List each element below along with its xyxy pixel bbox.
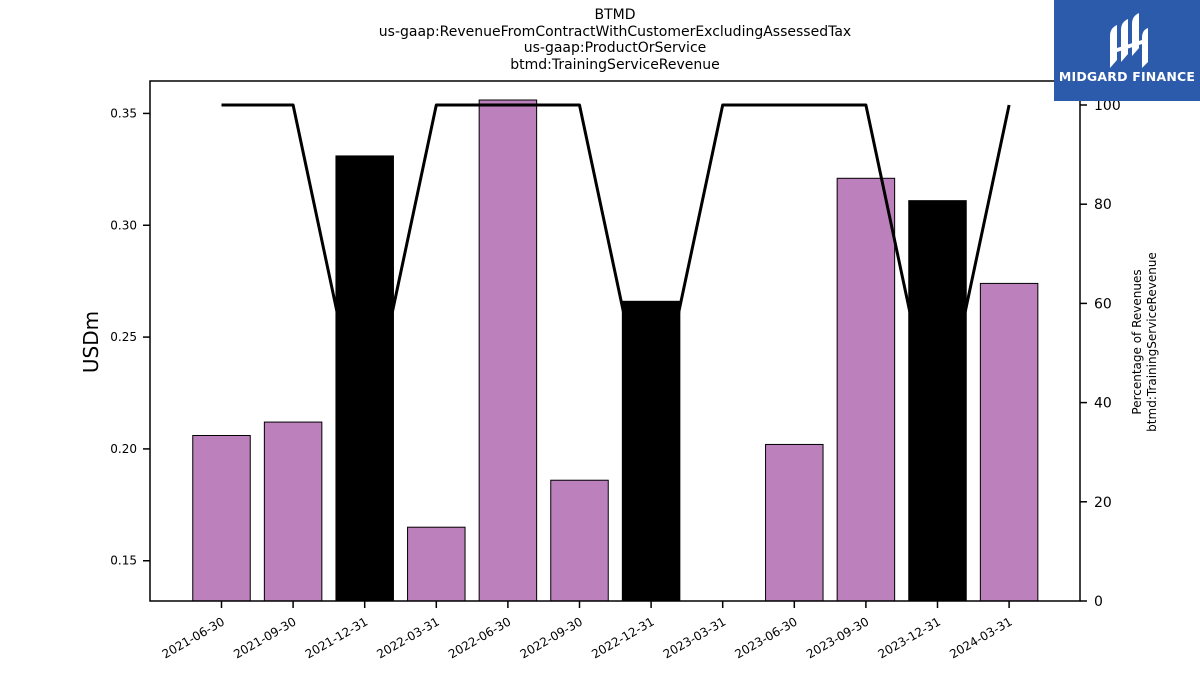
y-tick-label: 0.20 — [110, 442, 137, 456]
y2-tick-label: 20 — [1094, 495, 1112, 511]
bar-2021-09-30 — [263, 421, 323, 602]
x-tick-label: 2023-09-30 — [804, 614, 871, 661]
y-tick-label: 0.15 — [110, 554, 137, 568]
x-ticks-group: 2021-06-30 2021-09-30 2021-12-31 2022-03-31… — [160, 601, 1015, 661]
x-tick-label: 2022-09-30 — [518, 614, 585, 661]
y-tick-label: 0.35 — [110, 106, 137, 120]
y2-ticks-group: 0 20 40 60 80 100 — [1080, 98, 1121, 610]
percentage-line-group — [221, 103, 1011, 444]
logo-text: MIDGARD FINANCE — [1058, 69, 1196, 84]
bar-2024-03-31 — [979, 282, 1039, 602]
midgard-finance-logo: MIDGARD FINANCE — [1054, 0, 1200, 101]
x-tick-label: 2023-12-31 — [876, 614, 943, 661]
y2-tick-label: 60 — [1094, 296, 1112, 312]
bar-2023-09-30 — [836, 177, 896, 602]
y2-axis-label-line2: btmd:TrainingServiceRevenue — [1145, 252, 1159, 432]
title-line-axis: us-gaap:ProductOrService — [523, 40, 707, 56]
axes-group — [149, 80, 1081, 602]
x-tick-label: 2022-03-31 — [374, 614, 441, 661]
y2-axis-label-line1: Percentage of Revenues — [1130, 269, 1144, 414]
bar-2022-09-30 — [550, 479, 609, 602]
bar-2023-12-31 — [908, 200, 967, 602]
y-tick-label: 0.30 — [110, 218, 137, 232]
percentage-line — [221, 103, 1011, 444]
plot-frame — [149, 80, 1081, 602]
y2-tick-label: 0 — [1094, 594, 1103, 610]
x-tick-label: 2021-06-30 — [160, 614, 227, 661]
title-line-ticker: BTMD — [594, 7, 636, 23]
y-axis-label: USDm — [79, 311, 103, 373]
bar-2021-12-31 — [335, 155, 394, 602]
y2-tick-label: 40 — [1094, 396, 1112, 412]
bar-2022-03-31 — [407, 526, 466, 602]
bar-2022-06-30 — [478, 99, 538, 602]
x-tick-label: 2021-12-31 — [303, 614, 370, 661]
y-ticks-group: 0.15 0.20 0.25 0.30 0.35 — [110, 106, 150, 568]
x-tick-label: 2022-06-30 — [446, 614, 513, 661]
bars-group — [192, 99, 1039, 602]
y2-tick-label: 80 — [1094, 197, 1112, 213]
y-tick-label: 0.25 — [110, 330, 137, 344]
title-line-concept: us-gaap:RevenueFromContractWithCustomerE… — [378, 23, 852, 40]
bar-2021-06-30 — [192, 434, 251, 602]
x-tick-label: 2021-09-30 — [231, 614, 298, 661]
x-tick-label: 2022-12-31 — [589, 614, 656, 661]
chart-title: BTMD us-gaap:RevenueFromContractWithCust… — [150, 7, 1080, 73]
midgard-logo-icon — [1110, 13, 1148, 68]
bar-2023-06-30 — [765, 443, 824, 602]
title-line-member: btmd:TrainingServiceRevenue — [510, 56, 720, 73]
x-tick-label: 2023-06-30 — [732, 614, 799, 661]
x-tick-label: 2023-03-31 — [661, 614, 728, 661]
y2-tick-label: 100 — [1094, 98, 1121, 114]
x-tick-label: 2024-03-31 — [947, 614, 1014, 661]
